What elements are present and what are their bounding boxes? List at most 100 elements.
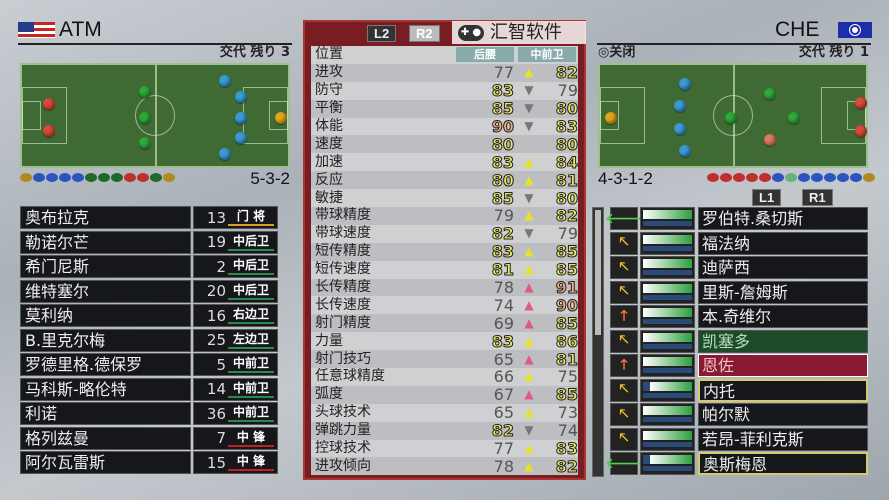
player-row[interactable]: 🡔 帕尔默	[610, 403, 868, 426]
right-player-color-row	[707, 173, 875, 182]
player-row[interactable]: 格列兹曼 7 中 锋	[20, 426, 278, 450]
right-value: 75	[557, 368, 578, 386]
player-row[interactable]: 🡔 内托	[610, 378, 868, 402]
right-value: 84	[555, 153, 578, 172]
stat-row: 体能 90 ▼ 83	[311, 117, 578, 136]
watermark: ✚ ● 汇智软件	[452, 21, 586, 44]
player-row[interactable]: 希门尼斯 2 中后卫	[20, 255, 278, 278]
player-row[interactable]: 🡑 本.奇维尔	[610, 305, 868, 328]
compare-arrow-icon: ▲	[524, 154, 534, 169]
arrow-diagonal-icon: 🡔	[610, 403, 638, 426]
scrollbar[interactable]	[592, 207, 604, 477]
player-marker[interactable]	[764, 134, 776, 146]
right-formation-pitch[interactable]	[598, 63, 868, 168]
player-color-dot	[837, 173, 849, 182]
stat-label: 射门技巧	[315, 350, 371, 367]
player-row[interactable]: 🡐 奥斯梅恩	[605, 452, 868, 475]
player-row[interactable]: 🡔 凯塞多	[610, 329, 868, 353]
arrow-diagonal-icon: 🡔	[610, 378, 638, 402]
player-name: 奥斯梅恩	[698, 452, 868, 475]
stat-row: 弧度 67 ▲ 85	[311, 385, 578, 404]
fitness-bar	[640, 231, 695, 255]
player-name: 希门尼斯	[20, 255, 191, 278]
stat-row: 带球速度 82 ▼ 79	[311, 224, 578, 243]
player-marker[interactable]	[725, 112, 737, 124]
player-name: 奥布拉克	[20, 206, 191, 229]
l2-button[interactable]: L2	[367, 25, 397, 42]
player-position: 右边卫	[228, 307, 274, 324]
player-number: 36	[206, 404, 226, 423]
stat-label: 长传速度	[315, 296, 371, 313]
player-marker[interactable]	[139, 137, 151, 149]
stat-row: 头球技术 65 ▲ 73	[311, 403, 578, 422]
player-row[interactable]: 利诺 36 中前卫	[20, 402, 278, 425]
right-value: 74	[557, 421, 578, 440]
fitness-bar	[640, 378, 695, 402]
left-value: 65	[493, 350, 514, 369]
left-value: 69	[493, 314, 514, 333]
player-row[interactable]: 🡔 若昂-菲利克斯	[610, 427, 868, 451]
player-marker[interactable]	[674, 123, 686, 135]
player-marker[interactable]	[788, 112, 800, 124]
compare-arrow-icon: ▲	[524, 441, 534, 456]
player-marker[interactable]	[139, 86, 151, 98]
player-marker[interactable]	[219, 75, 231, 87]
player-row[interactable]: 维特塞尔 20 中后卫	[20, 279, 278, 303]
arrow-left-icon: 🡐	[605, 207, 643, 230]
stat-label: 敏捷	[315, 189, 343, 206]
right-value: 85	[555, 314, 578, 333]
player-marker[interactable]	[764, 88, 776, 100]
player-marker[interactable]	[219, 148, 231, 160]
player-color-dot	[746, 173, 758, 182]
player-marker[interactable]	[43, 125, 55, 137]
right-position: 中前卫	[518, 47, 576, 63]
player-row[interactable]: 罗德里格.德保罗 5 中前卫	[20, 353, 278, 376]
fitness-bar	[640, 427, 695, 451]
player-marker[interactable]	[674, 100, 686, 112]
stat-row: 平衡 85 ▼ 80	[311, 99, 578, 118]
l1-button[interactable]: L1	[752, 189, 782, 206]
player-number-position: 20 中后卫	[193, 279, 278, 303]
right-value: 81	[555, 350, 578, 369]
player-marker[interactable]	[679, 145, 691, 157]
stat-label: 头球技术	[315, 404, 371, 421]
player-color-dot	[785, 173, 797, 182]
player-row[interactable]: 🡔 迪萨西	[610, 256, 868, 279]
player-name: 迪萨西	[698, 256, 868, 279]
player-row[interactable]: 🡑 恩佐	[610, 354, 868, 377]
stat-label: 位置	[315, 46, 343, 63]
watermark-text: 汇智软件	[490, 22, 562, 43]
player-row[interactable]: 🡔 福法纳	[610, 231, 868, 255]
fitness-bar	[640, 256, 695, 279]
player-marker[interactable]	[43, 98, 55, 110]
player-position: 中前卫	[228, 356, 274, 373]
player-name: 凯塞多	[698, 329, 868, 353]
player-row[interactable]: 奥布拉克 13 门 将	[20, 206, 278, 229]
compare-arrow-icon: ▼	[524, 226, 534, 241]
arrow-diagonal-icon: 🡔	[610, 329, 638, 353]
player-row[interactable]: 阿尔瓦雷斯 15 中 锋	[20, 451, 278, 474]
close-button[interactable]: ◎关闭	[598, 45, 636, 60]
r1-button[interactable]: R1	[802, 189, 833, 206]
player-row[interactable]: 🡐 罗伯特.桑切斯	[605, 207, 868, 230]
player-marker[interactable]	[605, 112, 617, 124]
player-position: 中 锋	[228, 430, 274, 447]
player-marker[interactable]	[235, 132, 247, 144]
player-name: 恩佐	[698, 354, 868, 377]
player-marker[interactable]	[855, 97, 867, 109]
left-formation-pitch[interactable]	[20, 63, 290, 168]
player-marker[interactable]	[235, 91, 247, 103]
player-marker[interactable]	[679, 78, 691, 90]
player-row[interactable]: 勒诺尔芒 19 中后卫	[20, 230, 278, 254]
player-row[interactable]: 🡔 里斯-詹姆斯	[610, 280, 868, 304]
player-marker[interactable]	[275, 112, 287, 124]
player-marker[interactable]	[235, 112, 247, 124]
scrollbar-thumb[interactable]	[595, 210, 601, 335]
player-row[interactable]: 马科斯-略伦特 14 中前卫	[20, 377, 278, 401]
r2-button[interactable]: R2	[409, 25, 440, 42]
player-row[interactable]: B.里克尔梅 25 左边卫	[20, 328, 278, 352]
player-marker[interactable]	[139, 112, 151, 124]
player-row[interactable]: 莫利纳 16 右边卫	[20, 304, 278, 327]
arrow-up-icon: 🡑	[610, 305, 638, 328]
player-marker[interactable]	[855, 125, 867, 137]
